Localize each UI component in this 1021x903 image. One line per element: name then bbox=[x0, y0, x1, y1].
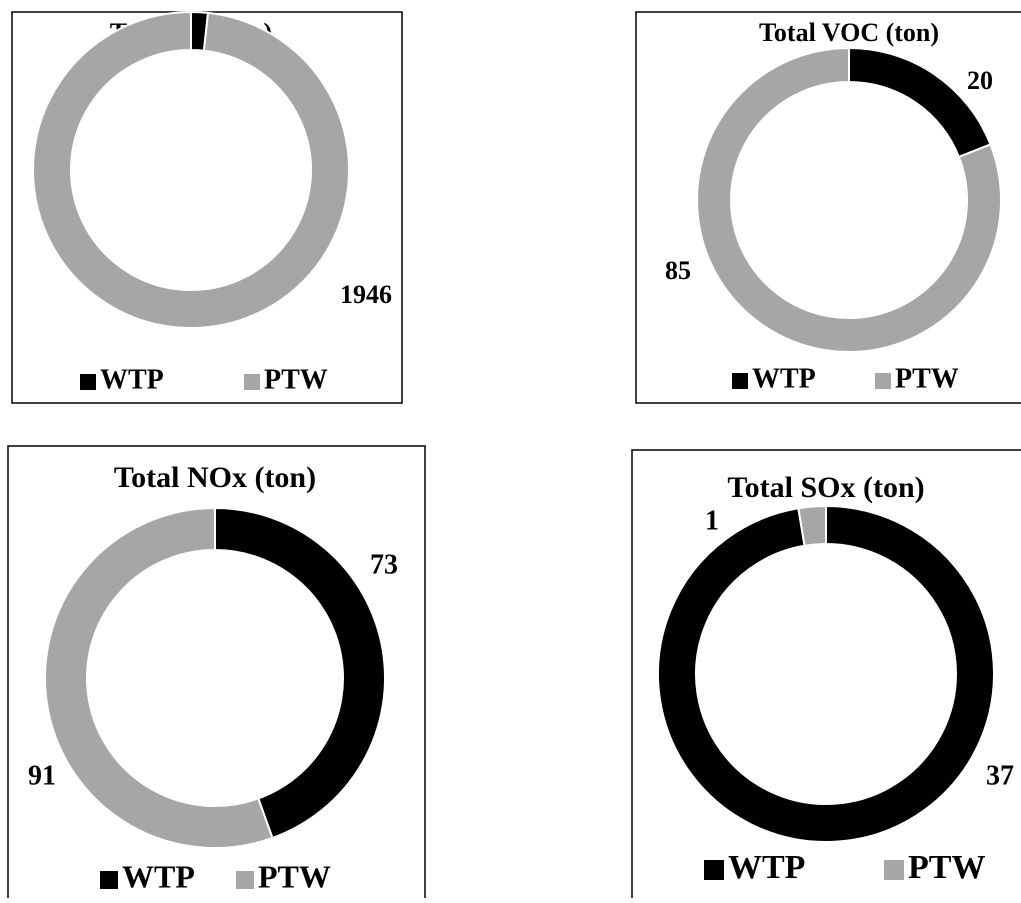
data-label: 37 bbox=[986, 760, 1014, 791]
data-label: 73 bbox=[370, 549, 398, 580]
chart-title: Total SOx (ton) bbox=[727, 471, 924, 504]
legend-swatch bbox=[244, 374, 260, 390]
chart-title: Total VOC (ton) bbox=[759, 18, 939, 47]
legend-label: WTP bbox=[728, 849, 805, 886]
legend-label: WTP bbox=[752, 363, 816, 394]
donut-segment bbox=[797, 504, 827, 547]
data-label: 85 bbox=[665, 256, 691, 285]
legend-label: PTW bbox=[258, 858, 331, 894]
legend-swatch bbox=[884, 860, 904, 880]
chart-title: Total NOx (ton) bbox=[114, 461, 316, 494]
panel-border bbox=[635, 11, 1021, 404]
legend-label: WTP bbox=[100, 364, 164, 395]
donut-segment bbox=[848, 46, 992, 159]
data-label: 1946 bbox=[340, 280, 392, 309]
legend-swatch bbox=[875, 373, 891, 389]
legend-label: PTW bbox=[895, 363, 959, 394]
data-label: 1 bbox=[705, 505, 719, 536]
donut-segment bbox=[32, 10, 350, 329]
legend-swatch bbox=[80, 374, 96, 390]
donut-segment bbox=[214, 506, 386, 840]
panel-border bbox=[7, 445, 426, 903]
donut-segment bbox=[44, 506, 274, 849]
legend-swatch bbox=[732, 373, 748, 389]
data-label: 20 bbox=[967, 66, 993, 95]
data-label: 91 bbox=[28, 760, 56, 791]
donut-segment bbox=[656, 504, 995, 843]
legend-swatch bbox=[100, 871, 118, 889]
legend-swatch bbox=[704, 860, 724, 880]
donut-segment bbox=[696, 46, 1002, 353]
legend-label: PTW bbox=[908, 849, 985, 886]
legend-label: WTP bbox=[122, 858, 195, 894]
panel-border bbox=[631, 449, 1021, 903]
legend-label: PTW bbox=[264, 364, 328, 395]
legend-swatch bbox=[236, 871, 254, 889]
